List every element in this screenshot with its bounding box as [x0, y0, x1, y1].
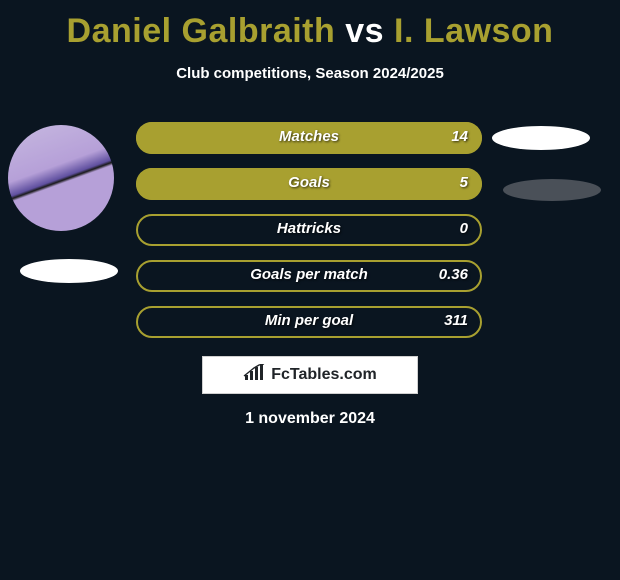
stat-bar-value: 14	[451, 128, 468, 145]
stat-bar-label: Goals	[136, 174, 482, 191]
player1-avatar	[8, 125, 114, 231]
brand-text: FcTables.com	[271, 366, 377, 384]
stat-bar-row: Min per goal311	[136, 306, 482, 338]
stat-bar-label: Min per goal	[136, 312, 482, 329]
stat-bar-value: 0.36	[439, 266, 468, 283]
bar-chart-icon	[243, 364, 265, 387]
stat-bar-row: Goals per match0.36	[136, 260, 482, 292]
stat-bar-row: Matches14	[136, 122, 482, 154]
player1-shadow-ellipse	[20, 259, 118, 283]
player2-ellipse-top	[492, 126, 590, 150]
stat-bar-row: Goals5	[136, 168, 482, 200]
stat-bar-label: Matches	[136, 128, 482, 145]
brand-box: FcTables.com	[202, 356, 418, 394]
subtitle: Club competitions, Season 2024/2025	[0, 65, 620, 82]
stat-bar-value: 0	[460, 220, 468, 237]
date-text: 1 november 2024	[0, 410, 620, 428]
player2-name: I. Lawson	[394, 12, 553, 50]
stat-bar-label: Hattricks	[136, 220, 482, 237]
stat-bar-row: Hattricks0	[136, 214, 482, 246]
comparison-title: Daniel Galbraith vs I. Lawson	[0, 0, 620, 51]
stat-bars: Matches14 Goals5 Hattricks0 Goals per match…	[136, 122, 482, 352]
stat-bar-label: Goals per match	[136, 266, 482, 283]
player1-name: Daniel Galbraith	[67, 12, 336, 50]
player2-ellipse-bottom	[503, 179, 601, 201]
stat-bar-value: 5	[460, 174, 468, 191]
vs-text: vs	[345, 12, 384, 50]
stat-bar-value: 311	[444, 312, 468, 329]
